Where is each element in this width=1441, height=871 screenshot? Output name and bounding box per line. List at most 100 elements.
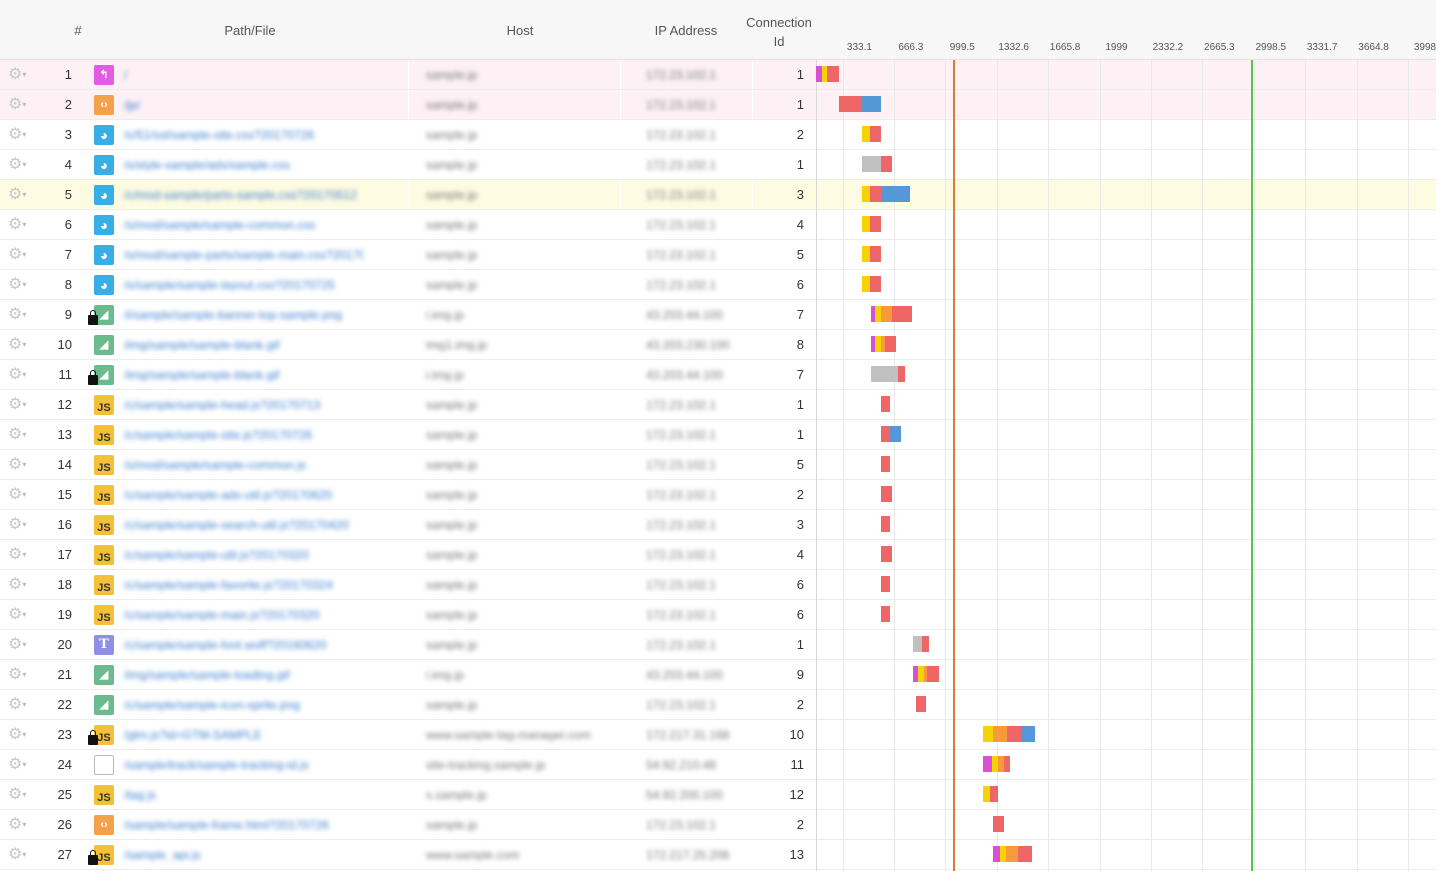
- request-row[interactable]: ⚙▾ 18 JS/c/sample/sample-favorite.js?20170…: [0, 570, 1436, 600]
- gear-icon[interactable]: ⚙▾: [8, 846, 27, 864]
- timing-bar-wait[interactable]: [927, 666, 940, 682]
- timing-bar-wait[interactable]: [880, 156, 892, 172]
- gear-icon[interactable]: ⚙▾: [8, 246, 27, 264]
- request-row[interactable]: ⚙▾ 6 ◕ /s/mod/sample/sample-common.css sampl…: [0, 210, 1436, 240]
- timing-bar-receive[interactable]: [890, 426, 901, 442]
- column-header-number[interactable]: #: [74, 23, 82, 38]
- column-header-ip[interactable]: IP Address: [654, 23, 718, 38]
- timing-bar-wait[interactable]: [880, 486, 892, 502]
- path-link[interactable]: /img/sample/sample-loading.gif: [124, 668, 290, 681]
- timing-bar-dns[interactable]: [822, 66, 827, 82]
- path-link[interactable]: /sample_api.js: [124, 848, 201, 861]
- gear-icon[interactable]: ⚙▾: [8, 516, 27, 534]
- request-row[interactable]: ⚙▾ 20 T/c/sample/sample-font.woff?20160620…: [0, 630, 1436, 660]
- timing-bar-connect[interactable]: [880, 336, 886, 352]
- timing-bar-dns[interactable]: [862, 246, 870, 262]
- timing-bar-wait[interactable]: [870, 186, 881, 202]
- timing-bar-wait[interactable]: [870, 246, 881, 262]
- timing-bar-wait[interactable]: [1007, 726, 1022, 742]
- gear-icon[interactable]: ⚙▾: [8, 726, 27, 744]
- timing-bar-blocked[interactable]: [870, 366, 898, 382]
- gear-icon[interactable]: ⚙▾: [8, 156, 27, 174]
- path-link[interactable]: /i/sample/sample-banner-top-sample.png: [124, 308, 343, 321]
- gear-icon[interactable]: ⚙▾: [8, 696, 27, 714]
- timing-bar-wait[interactable]: [870, 216, 881, 232]
- timing-bar-wait[interactable]: [922, 636, 929, 652]
- path-link[interactable]: /c/sample/sample-font.woff?20160620: [124, 638, 327, 651]
- path-link[interactable]: /tag.js: [124, 788, 157, 801]
- path-link[interactable]: /sample/track/sample-tracking-id.js: [124, 758, 309, 771]
- path-link[interactable]: /gtm.js?id=GTM-SAMPLE: [124, 728, 262, 741]
- timing-bar-wait[interactable]: [993, 816, 1005, 832]
- request-row[interactable]: ⚙▾ 23 JS/gtm.js?id=GTM-SAMPLE www.sample-ta…: [0, 720, 1436, 750]
- timing-bar-dns[interactable]: [862, 126, 870, 142]
- path-link[interactable]: /jp/: [124, 98, 141, 111]
- timing-bar-dns[interactable]: [983, 726, 994, 742]
- timing-bar-wait[interactable]: [916, 696, 926, 712]
- timing-bar-dns[interactable]: [862, 186, 870, 202]
- gear-icon[interactable]: ⚙▾: [8, 486, 27, 504]
- timing-bar-dns[interactable]: [917, 666, 925, 682]
- timing-bar-wait[interactable]: [1004, 756, 1011, 772]
- request-row[interactable]: ⚙▾ 10 ◢ /img/sample/sample-blank.gif img1.im…: [0, 330, 1436, 360]
- request-row[interactable]: ⚙▾ 12 JS/c/sample/sample-head.js?20170713 s…: [0, 390, 1436, 420]
- request-row[interactable]: ⚙▾ 17 JS/c/sample/sample-util.js?20170320 s…: [0, 540, 1436, 570]
- gear-icon[interactable]: ⚙▾: [8, 66, 27, 84]
- timing-bar-dns[interactable]: [991, 756, 999, 772]
- gear-icon[interactable]: ⚙▾: [8, 756, 27, 774]
- request-row[interactable]: ⚙▾ 24/sample/track/sample-tracking-id.js s…: [0, 750, 1436, 780]
- gear-icon[interactable]: ⚙▾: [8, 786, 27, 804]
- path-link[interactable]: /sample/sample-frame.html?20170726: [124, 818, 329, 831]
- timing-bar-redirect[interactable]: [983, 756, 992, 772]
- timing-bar-wait[interactable]: [880, 396, 891, 412]
- request-row[interactable]: ⚙▾ 7 ◕ /s/mod/sample-parts/sample-main.css?…: [0, 240, 1436, 270]
- request-row[interactable]: ⚙▾ 13 JS/c/sample/sample-site.js?20170726 s…: [0, 420, 1436, 450]
- path-link[interactable]: /c/sample/sample-util.js?20170320: [124, 548, 309, 561]
- timing-bar-redirect[interactable]: [993, 846, 1000, 862]
- timing-bar-wait[interactable]: [891, 306, 912, 322]
- path-link[interactable]: /c/sample/sample-icon-sprite.png: [124, 698, 301, 711]
- timing-bar-blocked[interactable]: [913, 636, 923, 652]
- timing-bar-wait[interactable]: [870, 276, 881, 292]
- timing-bar-receive[interactable]: [880, 186, 911, 202]
- request-row[interactable]: ⚙▾ 5 ◕ /c/mod-sample/parts-sample.css?20170…: [0, 180, 1436, 210]
- timing-bar-wait[interactable]: [885, 336, 897, 352]
- gear-icon[interactable]: ⚙▾: [8, 276, 27, 294]
- timing-bar-redirect[interactable]: [913, 666, 918, 682]
- timing-bar-wait[interactable]: [880, 516, 891, 532]
- request-row[interactable]: ⚙▾ 14 JS/s/mod/sample/sample-common.js samp…: [0, 450, 1436, 480]
- gear-icon[interactable]: ⚙▾: [8, 396, 27, 414]
- path-link[interactable]: /s/mod/sample/sample-common.css: [124, 218, 316, 231]
- path-link[interactable]: /s/style-sample/ads/sample.css: [124, 158, 291, 171]
- timing-bar-dns[interactable]: [999, 846, 1006, 862]
- timing-bar-dns[interactable]: [875, 306, 881, 322]
- timing-bar-redirect[interactable]: [870, 306, 876, 322]
- timing-bar-dns[interactable]: [983, 786, 991, 802]
- request-row[interactable]: ⚙▾ 26 ‹› /sample/sample-frame.html?20170726…: [0, 810, 1436, 840]
- request-row[interactable]: ⚙▾ 22 ◢ /c/sample/sample-icon-sprite.png sam…: [0, 690, 1436, 720]
- timing-bar-wait[interactable]: [880, 576, 891, 592]
- request-row[interactable]: ⚙▾ 25 JS/tag.js s.sample.jp 54.92.200.100 12: [0, 780, 1436, 810]
- gear-icon[interactable]: ⚙▾: [8, 126, 27, 144]
- request-row[interactable]: ⚙▾ 11 ◢ /img/sample/sample-blank.gif i.img.j…: [0, 360, 1436, 390]
- path-link[interactable]: /c/sample/sample-search-util.js?20170420: [124, 518, 349, 531]
- gear-icon[interactable]: ⚙▾: [8, 336, 27, 354]
- timing-bar-wait[interactable]: [839, 96, 863, 112]
- request-row[interactable]: ⚙▾ 3 ◕ /c/51/ssl/sample-site.css?20170726 sa…: [0, 120, 1436, 150]
- timing-bar-dns[interactable]: [875, 336, 881, 352]
- column-header-path[interactable]: Path/File: [224, 23, 276, 38]
- timing-bar-connect[interactable]: [998, 756, 1005, 772]
- request-row[interactable]: ⚙▾ 1 ↰ / sample.jp 172.23.102.1 1: [0, 60, 1436, 90]
- gear-icon[interactable]: ⚙▾: [8, 816, 27, 834]
- timing-bar-connect[interactable]: [1005, 846, 1019, 862]
- timing-bar-wait[interactable]: [880, 426, 891, 442]
- timing-bar-connect[interactable]: [924, 666, 928, 682]
- gear-icon[interactable]: ⚙▾: [8, 216, 27, 234]
- path-link[interactable]: /s/mod/sample-parts/sample-main.css?2017…: [124, 248, 364, 261]
- timing-bar-dns[interactable]: [862, 276, 870, 292]
- gear-icon[interactable]: ⚙▾: [8, 186, 27, 204]
- gear-icon[interactable]: ⚙▾: [8, 366, 27, 384]
- timing-bar-wait[interactable]: [826, 66, 840, 82]
- path-link[interactable]: /c/sample/sample-main.js?20170320: [124, 608, 320, 621]
- timing-bar-wait[interactable]: [880, 546, 892, 562]
